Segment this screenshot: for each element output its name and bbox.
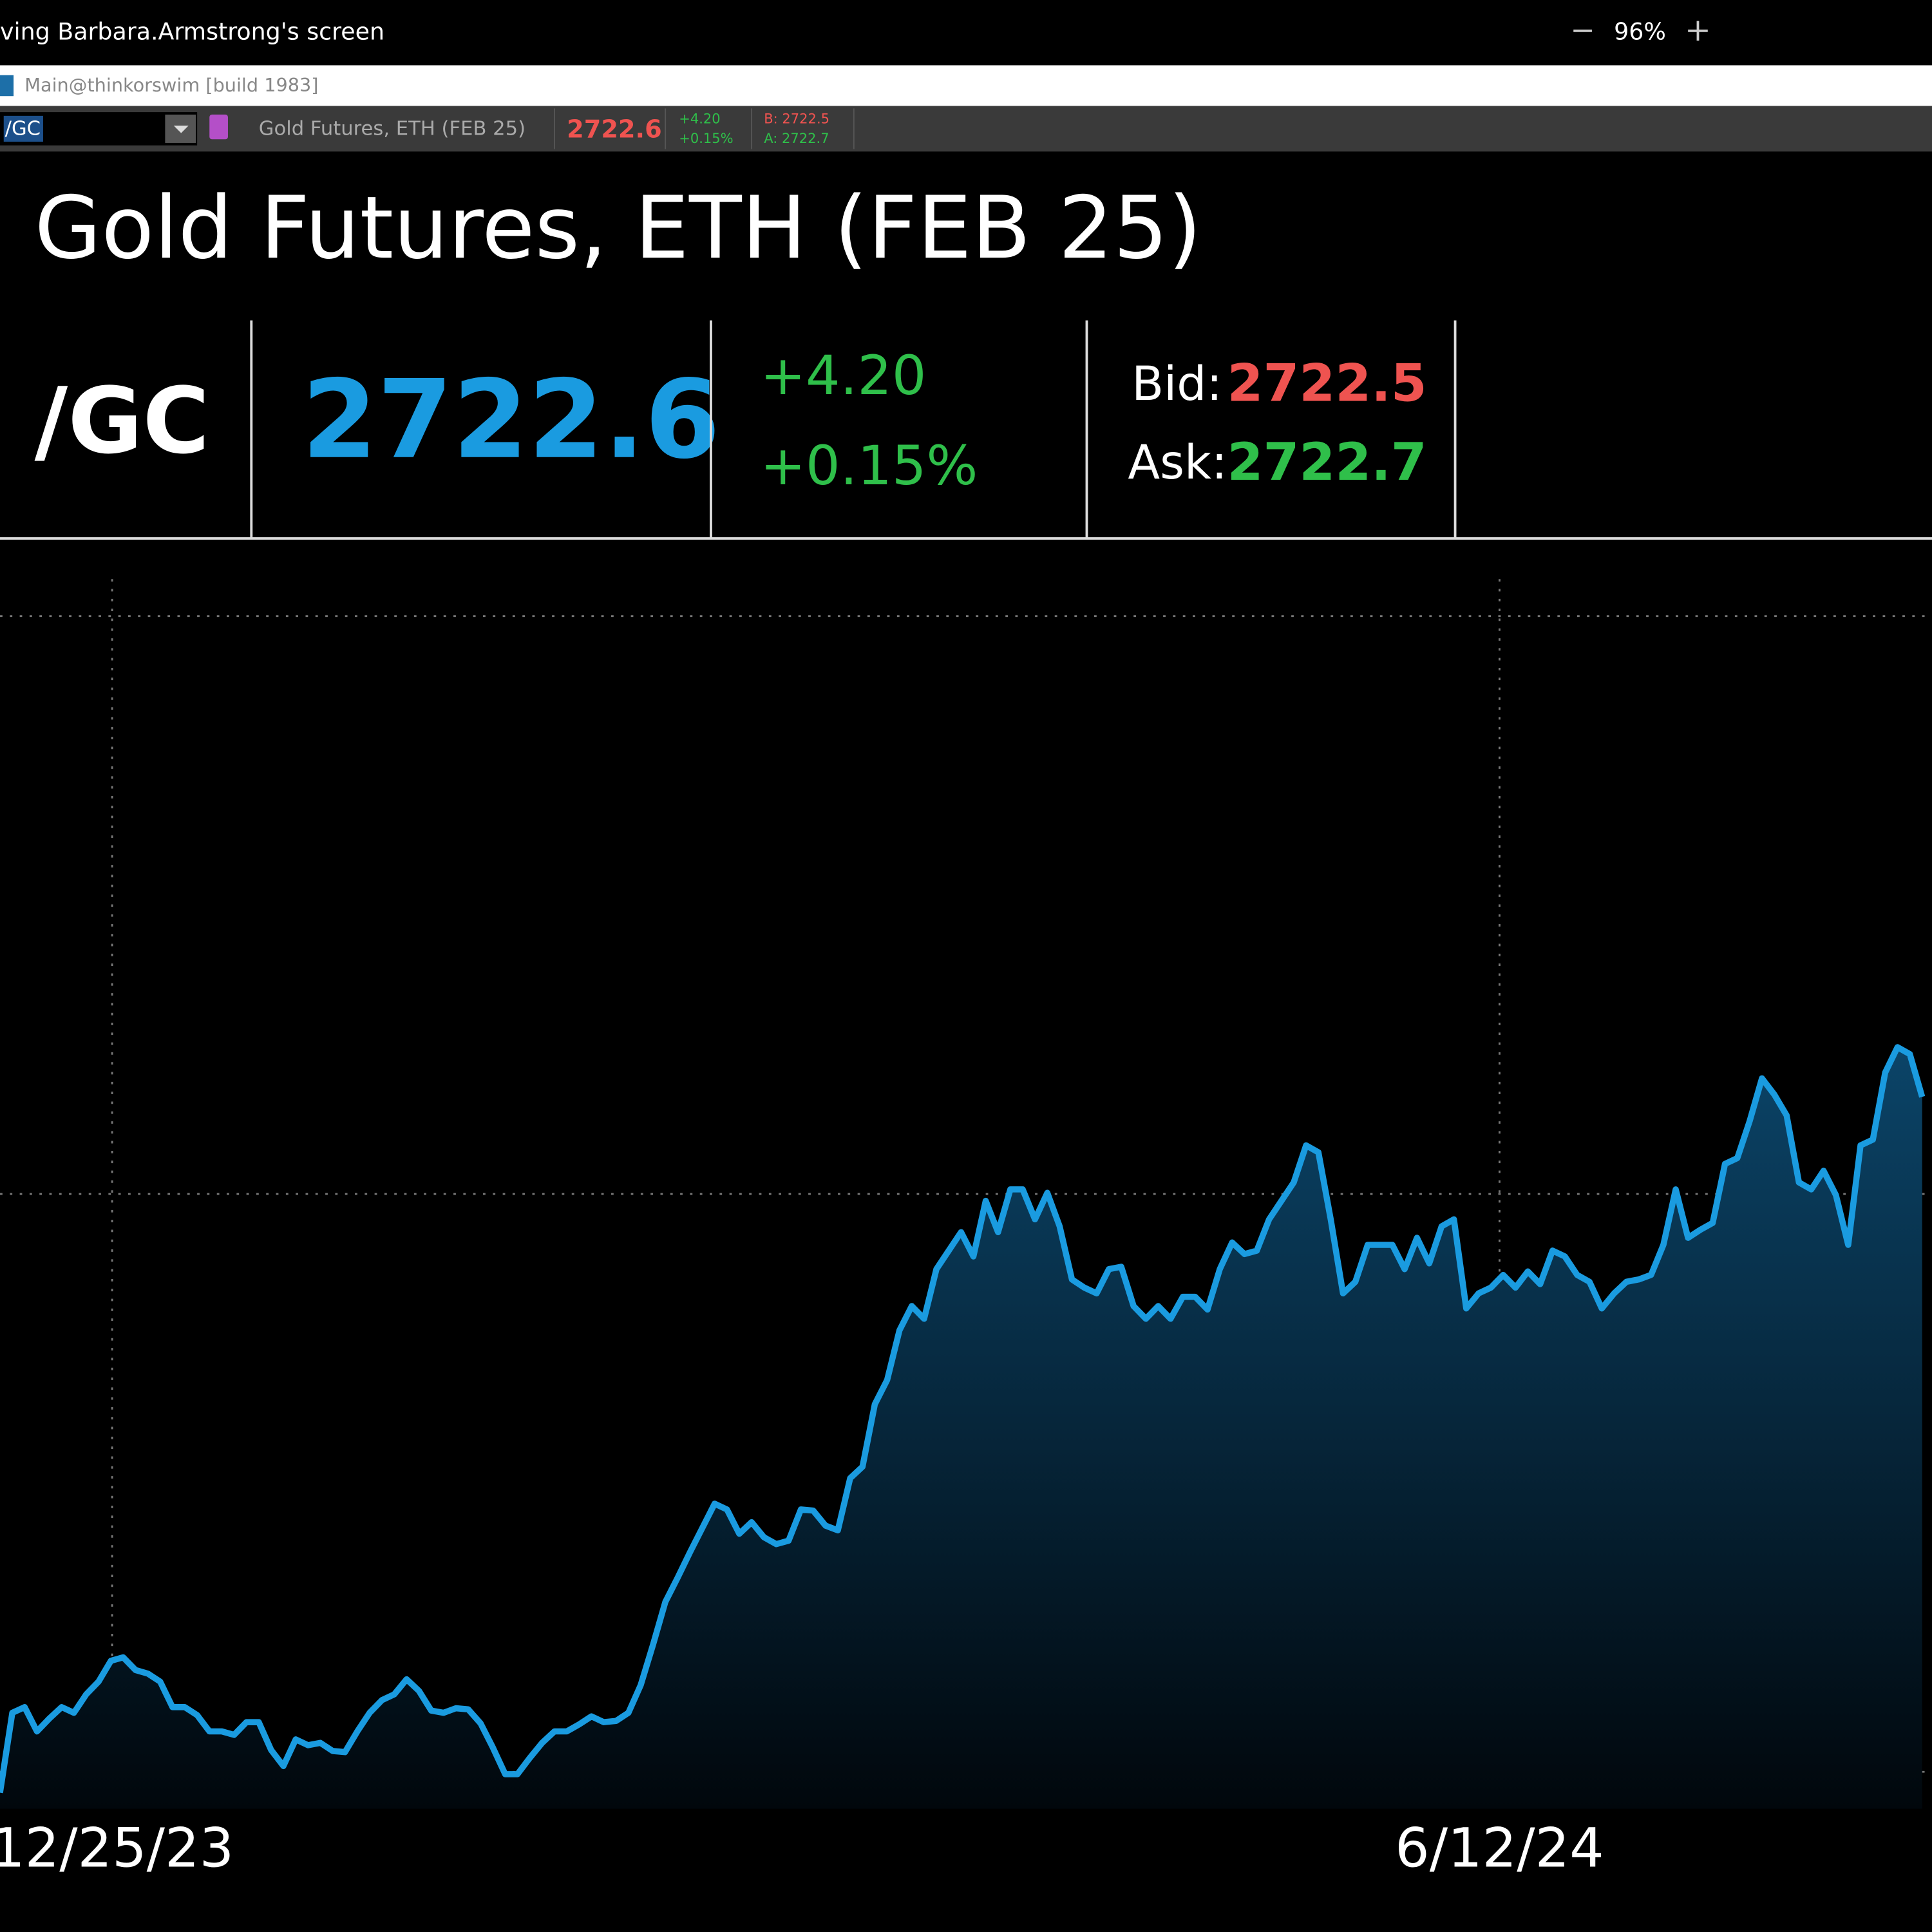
bid-label: Bid:: [1132, 357, 1222, 412]
zoom-level: 96%: [1614, 18, 1666, 46]
share-text: ving Barbara.Armstrong's screen: [0, 18, 384, 46]
quote-symbol: /GC: [35, 368, 210, 474]
toolbar: [0, 106, 1932, 152]
area-fill: [0, 1047, 1922, 1809]
price-line: [0, 1044, 1926, 1794]
bid-value: 2722.5: [1227, 353, 1427, 413]
toolbar-change-pct: +0.15%: [679, 130, 733, 146]
quote-title: Gold Futures, ETH (FEB 25): [35, 178, 1202, 278]
chart: 12/25/23 6/12/24: [0, 579, 1932, 1880]
quote-change-pct: +0.15%: [760, 434, 978, 497]
toolbar-last: 2722.6: [567, 115, 662, 144]
toolbar-description: Gold Futures, ETH (FEB 25): [259, 117, 526, 140]
ask-label: Ask:: [1128, 436, 1227, 490]
x-tick-label: 12/25/23: [0, 1817, 234, 1880]
dropdown-arrow: [173, 126, 189, 133]
zoom-in[interactable]: [1688, 21, 1708, 41]
symbol-highlight: [3, 115, 43, 142]
link-icon[interactable]: [209, 114, 228, 140]
share-bar: [0, 0, 1932, 66]
x-tick-label: 6/12/24: [1395, 1817, 1604, 1880]
toolbar-symbol: /GC: [5, 117, 41, 140]
app-icon: [0, 75, 14, 97]
window-title: Main@thinkorswim [build 1983]: [24, 74, 318, 96]
ask-value: 2722.7: [1227, 431, 1427, 492]
toolbar-change: +4.20: [679, 111, 720, 127]
title-bar: [0, 65, 1932, 106]
quote-last: 2722.6: [302, 357, 721, 483]
toolbar-ask: A: 2722.7: [764, 130, 829, 146]
quote-dividers: [0, 320, 1932, 540]
quote-change: +4.20: [760, 344, 926, 407]
toolbar-bid: B: 2722.5: [764, 111, 829, 127]
